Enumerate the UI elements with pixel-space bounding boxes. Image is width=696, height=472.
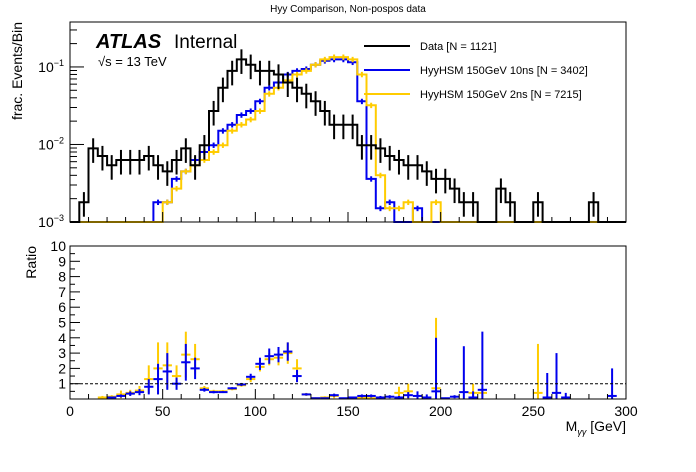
histogram-sig2ns	[70, 56, 626, 223]
histogram-data	[70, 58, 626, 223]
x-tick-label: 0	[66, 403, 74, 419]
y-tick-label: 3	[58, 345, 66, 361]
legend-label-data: Data [N = 1121]	[420, 41, 497, 53]
top-y-axis-label: frac. Events/Bin	[9, 22, 25, 120]
top-panel: 10−310−210−1 frac. Events/Bin ATLAS Inte…	[9, 21, 627, 230]
y-tick-label: 1	[58, 376, 66, 392]
x-tick-label: 300	[614, 403, 638, 419]
ratio-points-group	[97, 317, 617, 400]
plot-title: Hyy Comparison, Non-pospos data	[270, 4, 426, 15]
y-tick-label: 8	[58, 269, 66, 285]
top-axes: 10−310−210−1	[38, 29, 627, 230]
y-tick-label: 10	[50, 238, 66, 254]
legend: Data [N = 1121] HyyHSM 150GeV 10ns [N = 3…	[364, 41, 588, 101]
tick-base: 10	[38, 59, 54, 75]
bottom-y-axis-label: Ratio	[23, 246, 39, 279]
energy-label: √s = 13 TeV	[98, 54, 167, 69]
x-axis-label-unit: [GeV]	[586, 418, 626, 434]
histogram-sig10ns	[70, 58, 626, 223]
x-axis-label-main: M	[566, 418, 578, 434]
atlas-label: ATLAS	[95, 31, 162, 53]
tick-base: 10	[38, 214, 54, 230]
y-tick-label: 2	[58, 360, 66, 376]
legend-label-sig10ns: HyyHSM 150GeV 10ns [N = 3402]	[420, 65, 588, 77]
legend-label-sig2ns: HyyHSM 150GeV 2ns [N = 7215]	[420, 89, 582, 101]
top-y-tick-label: 10−3	[38, 213, 64, 230]
bottom-frame	[69, 245, 627, 400]
y-tick-label: 4	[58, 330, 66, 346]
x-axis-label-sub: γγ	[577, 427, 587, 437]
y-tick-label: 7	[58, 284, 66, 300]
x-tick-label: 50	[155, 403, 171, 419]
y-tick-label: 6	[58, 299, 66, 315]
top-y-tick-label: 10−2	[38, 135, 64, 152]
atlas-sublabel: Internal	[174, 32, 237, 53]
tick-exponent: −2	[54, 135, 64, 145]
y-tick-label: 9	[58, 253, 66, 269]
x-tick-label: 100	[244, 403, 268, 419]
tick-exponent: −1	[54, 58, 64, 68]
x-axis-label: Mγγ [GeV]	[566, 418, 626, 437]
top-y-tick-label: 10−1	[38, 58, 64, 75]
x-tick-label: 250	[522, 403, 546, 419]
y-tick-label: 5	[58, 315, 66, 331]
x-tick-label: 200	[429, 403, 453, 419]
tick-exponent: −3	[54, 213, 64, 223]
tick-base: 10	[38, 136, 54, 152]
x-tick-label: 150	[336, 403, 360, 419]
